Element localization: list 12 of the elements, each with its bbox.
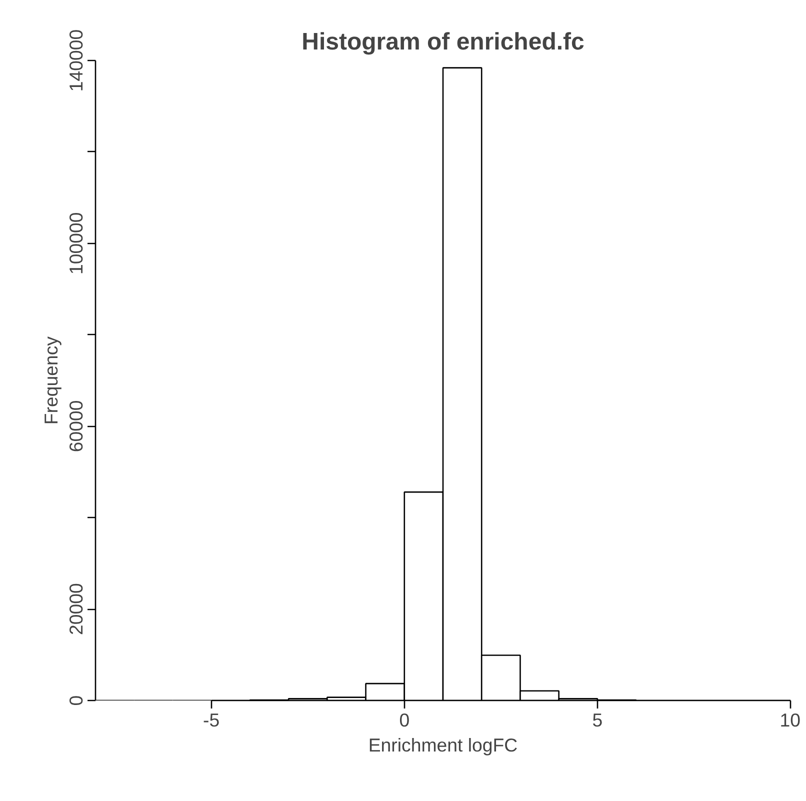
y-tick-label: 100000 <box>66 212 86 274</box>
x-tick-label: 10 <box>780 710 801 730</box>
y-axis-title: Frequency <box>40 336 62 425</box>
x-axis-title: Enrichment logFC <box>368 734 518 756</box>
y-tick-label: 20000 <box>66 583 86 636</box>
x-tick-label: -5 <box>203 710 220 730</box>
x-tick-label: 5 <box>592 710 603 730</box>
x-tick-label: 0 <box>399 710 410 730</box>
chart-title: Histogram of enriched.fc <box>302 28 584 56</box>
y-tick-label: 0 <box>66 695 86 706</box>
y-tick-label: 60000 <box>66 400 86 452</box>
y-tick-label: 140000 <box>66 29 86 92</box>
